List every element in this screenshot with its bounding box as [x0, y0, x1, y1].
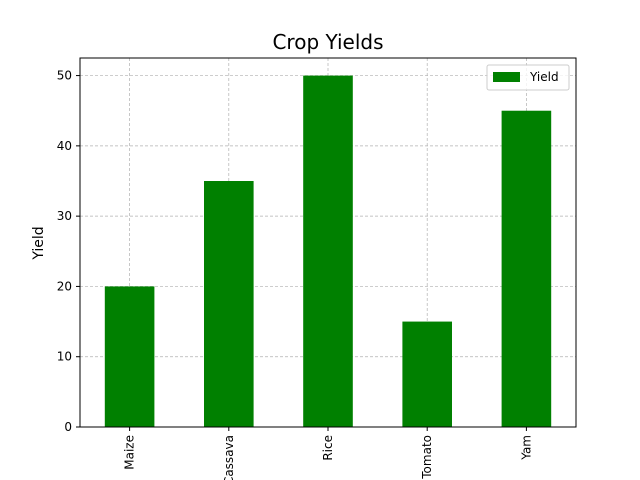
x-tick-label: Rice — [321, 435, 335, 461]
y-tick-label: 50 — [57, 69, 72, 83]
y-tick-label: 0 — [64, 420, 72, 434]
bar-tomato — [402, 321, 452, 427]
x-tick-label: Maize — [123, 435, 137, 470]
bar-rice — [303, 75, 353, 428]
legend: Yield — [486, 64, 570, 91]
y-tick-label: 40 — [57, 139, 72, 153]
y-tick-label: 30 — [57, 209, 72, 223]
x-tick-label: Yam — [519, 435, 533, 461]
y-tick-label: 10 — [57, 350, 72, 364]
legend-swatch — [493, 72, 520, 82]
bars — [104, 75, 552, 428]
bar-cassava — [204, 181, 254, 427]
y-tick-label: 20 — [57, 279, 72, 293]
bar-maize — [104, 286, 155, 427]
chart-title: Crop Yields — [272, 30, 383, 54]
x-tick-label: Cassava — [222, 435, 236, 480]
legend-label: Yield — [529, 70, 559, 84]
bar-yam — [501, 110, 552, 427]
y-axis-label: Yield — [31, 226, 47, 260]
x-tick-label: Tomato — [420, 435, 434, 480]
legend-box — [486, 64, 570, 91]
x-axis-ticks: Maize Cassava Rice Tomato Yam — [123, 427, 533, 480]
y-axis-ticks: 0 10 20 30 40 50 — [57, 69, 80, 434]
